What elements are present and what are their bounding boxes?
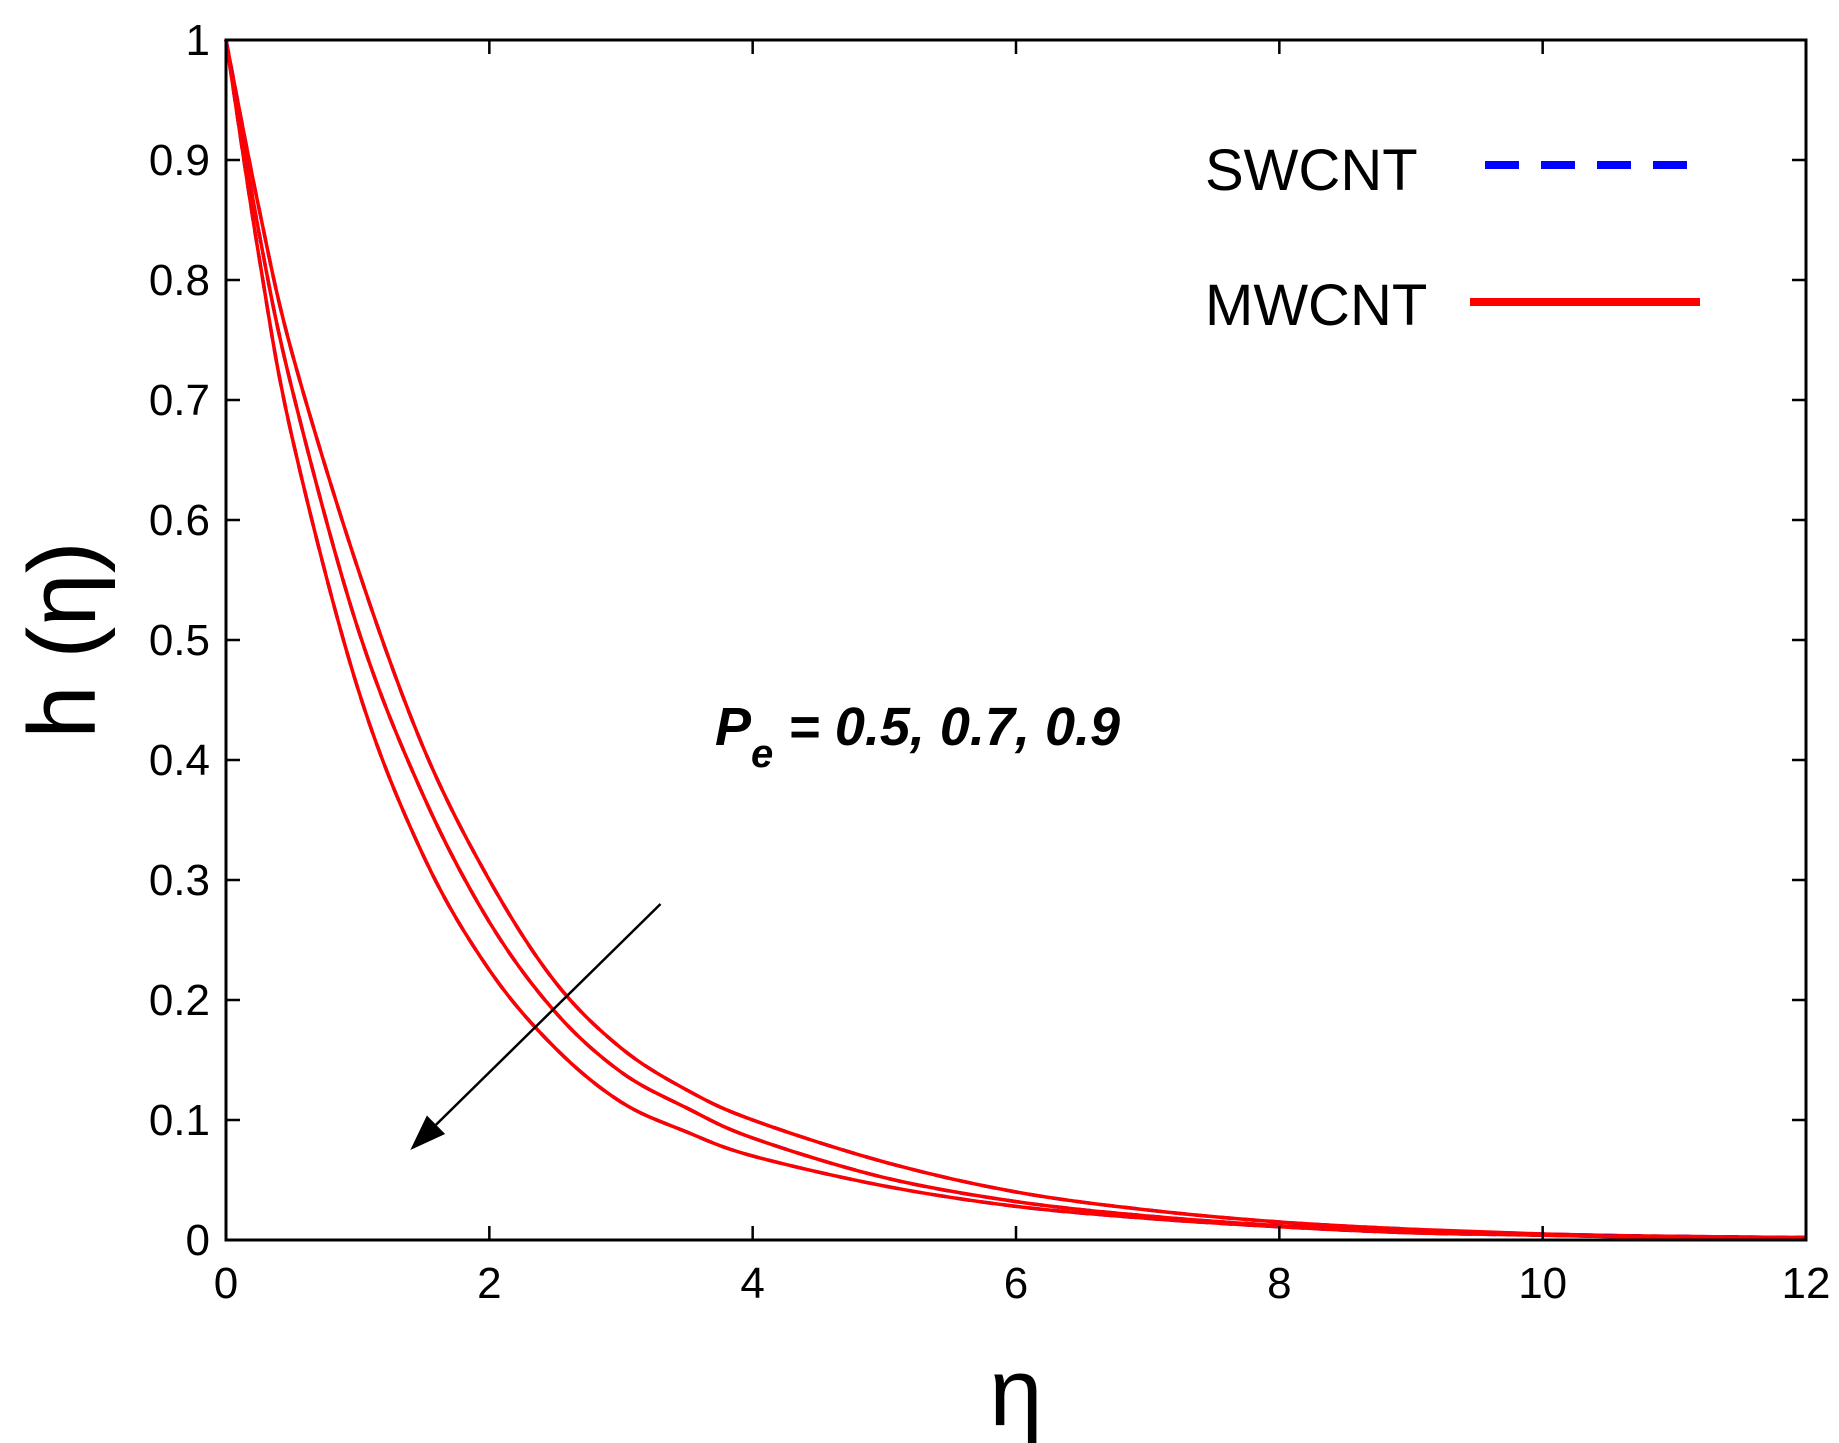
ticks-layer: 0 2 4 6 8 10 12 0 0.1 0.2 0.3 0.4 0.5 0.6 0.7 0.8 0.9 1 [149, 16, 1831, 1308]
x-tick-label: 12 [1782, 1259, 1831, 1308]
series-line-5 [224, 39, 1807, 1240]
y-tick-label: 1 [186, 16, 210, 65]
legend-label-mwcnt: MWCNT [1205, 273, 1427, 338]
plot-area [226, 40, 1806, 1240]
annotation: Pe = 0.5, 0.7, 0.9 [410, 697, 1120, 1150]
y-tick-label: 0.1 [149, 1096, 210, 1145]
x-tick-label: 0 [214, 1259, 238, 1308]
y-axis-title: h (η) [9, 541, 116, 738]
y-tick-label: 0.5 [149, 616, 210, 665]
x-tick-label: 6 [1004, 1259, 1028, 1308]
annotation-arrow [435, 903, 662, 1126]
annotation-values: = 0.5, 0.7, 0.9 [773, 697, 1120, 757]
x-axis-title: η [989, 1339, 1042, 1443]
x-tick-label: 10 [1518, 1259, 1567, 1308]
y-tick-label: 0.2 [149, 976, 210, 1025]
legend: SWCNT MWCNT [1205, 138, 1700, 338]
x-tick-label: 4 [740, 1259, 764, 1308]
y-tick-label: 0 [186, 1216, 210, 1265]
x-tick-label: 2 [477, 1259, 501, 1308]
y-tick-label: 0.8 [149, 256, 210, 305]
series-line-1 [224, 39, 1807, 1240]
y-tick-label: 0.9 [149, 136, 210, 185]
y-tick-label: 0.6 [149, 496, 210, 545]
annotation-subscript: e [751, 732, 773, 776]
annotation-label: Pe = 0.5, 0.7, 0.9 [715, 697, 1120, 776]
y-tick-label: 0.3 [149, 856, 210, 905]
annotation-arrowhead [410, 1115, 446, 1150]
x-tick-label: 8 [1267, 1259, 1291, 1308]
annotation-symbol: P [715, 697, 752, 757]
y-tick-label: 0.7 [149, 376, 210, 425]
series-layer [224, 39, 1807, 1240]
y-tick-label: 0.4 [149, 736, 210, 785]
legend-label-swcnt: SWCNT [1205, 138, 1418, 203]
